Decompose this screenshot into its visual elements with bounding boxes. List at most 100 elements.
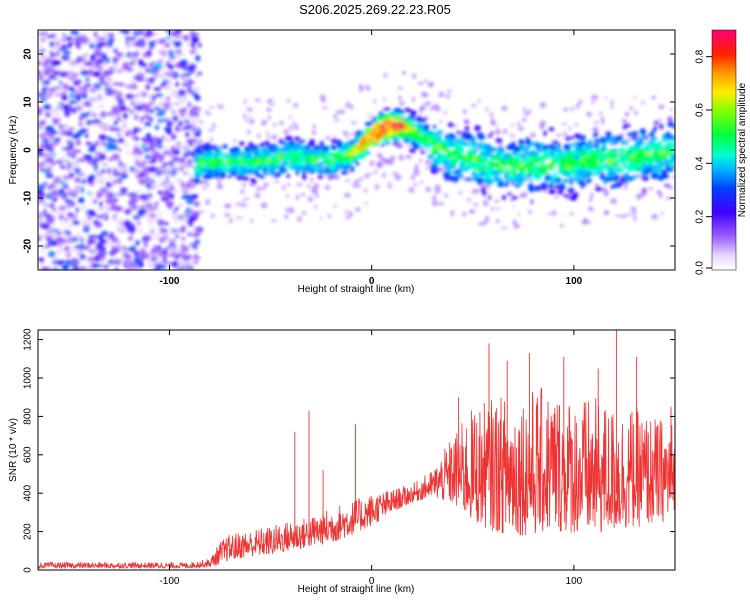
noise-blob [59,180,68,185]
signal-halo-blob [512,219,517,225]
ridge-blob [425,142,433,148]
noise-blob [64,245,70,250]
signal-halo-blob [563,131,567,138]
ridge-blob [509,143,516,149]
ridge-blob [566,152,574,157]
noise-blob [87,177,94,184]
signal-halo-blob [501,105,508,112]
noise-blob [154,74,158,79]
noise-blob [93,157,98,163]
ridge-blob [540,161,545,165]
ridge-blob [550,166,554,169]
noise-blob [179,59,189,67]
signal-halo-blob [261,120,267,126]
ridge-blob [639,168,643,172]
signal-halo-blob [614,214,622,217]
noise-blob [128,247,136,252]
noise-blob [113,205,123,212]
ridge-blob [487,196,492,200]
ridge-blob [599,165,607,170]
noise-blob [124,93,132,100]
noise-blob [101,123,110,126]
noise-blob [80,265,85,270]
noise-blob [113,167,117,173]
signal-halo-blob [424,79,429,83]
noise-blob [193,253,198,257]
noise-blob [125,84,134,89]
noise-blob [87,120,95,125]
ridge-blob [524,163,529,168]
noise-blob [56,87,64,94]
ridge-blob [356,130,361,134]
noise-blob [170,174,175,177]
signal-halo-blob [315,193,319,199]
noise-blob [192,231,201,238]
signal-halo-blob [586,111,593,117]
noise-blob [193,226,200,231]
ridge-blob [580,135,587,140]
noise-blob [69,151,73,156]
ridge-blob [573,133,582,138]
noise-blob [92,255,100,262]
signal-halo-blob [246,117,249,123]
ridge-blob [598,151,605,155]
noise-blob [68,42,72,48]
signal-halo-blob [626,213,632,216]
ridge-blob [567,187,575,193]
signal-halo-blob [301,211,307,215]
ridge-blob [650,136,658,141]
noise-blob [116,114,121,121]
signal-halo-blob [333,114,338,118]
signal-halo-blob [610,104,614,110]
noise-blob [75,86,80,93]
noise-blob [191,119,199,125]
noise-blob [98,134,107,140]
noise-blob [153,249,161,253]
ridge-blob [222,144,228,149]
signal-halo-blob [645,141,650,145]
noise-blob [145,83,151,91]
ridge-blob [447,122,454,128]
noise-blob [105,208,113,211]
signal-halo-blob [420,91,427,97]
noise-blob [131,226,136,233]
noise-blob [107,158,114,162]
noise-blob [76,56,82,62]
signal-halo-blob [420,106,423,111]
ridge-blob [509,175,516,180]
noise-blob [96,264,105,268]
noise-blob [77,91,83,96]
ridge-blob [644,135,648,141]
signal-halo-blob [365,84,370,90]
noise-blob [177,112,183,116]
signal-halo-blob [217,180,221,185]
noise-blob [84,40,91,45]
noise-blob [114,266,119,270]
noise-blob [154,93,164,98]
ridge-blob [267,149,271,155]
signal-halo-blob [228,218,233,223]
noise-blob [124,220,130,227]
noise-blob [181,214,189,220]
noise-blob [141,236,148,243]
ridge-blob [569,180,573,185]
signal-halo-blob [425,186,431,193]
signal-halo-blob [670,107,673,112]
ridge-blob [558,183,565,190]
noise-blob [183,106,187,113]
noise-blob [39,162,47,166]
noise-blob [125,40,129,46]
noise-blob [163,80,167,84]
colorbar-tick-label: 0.6 [695,103,706,117]
signal-halo-blob [233,139,237,143]
noise-blob [155,112,165,117]
ridge-blob [461,164,468,169]
signal-halo-blob [665,196,673,200]
ridge-blob [469,154,474,159]
noise-blob [100,239,108,244]
noise-blob [126,263,134,270]
noise-blob [145,253,150,259]
ridge-blob [554,184,560,189]
noise-blob [194,239,200,245]
ridge-blob [496,147,500,152]
